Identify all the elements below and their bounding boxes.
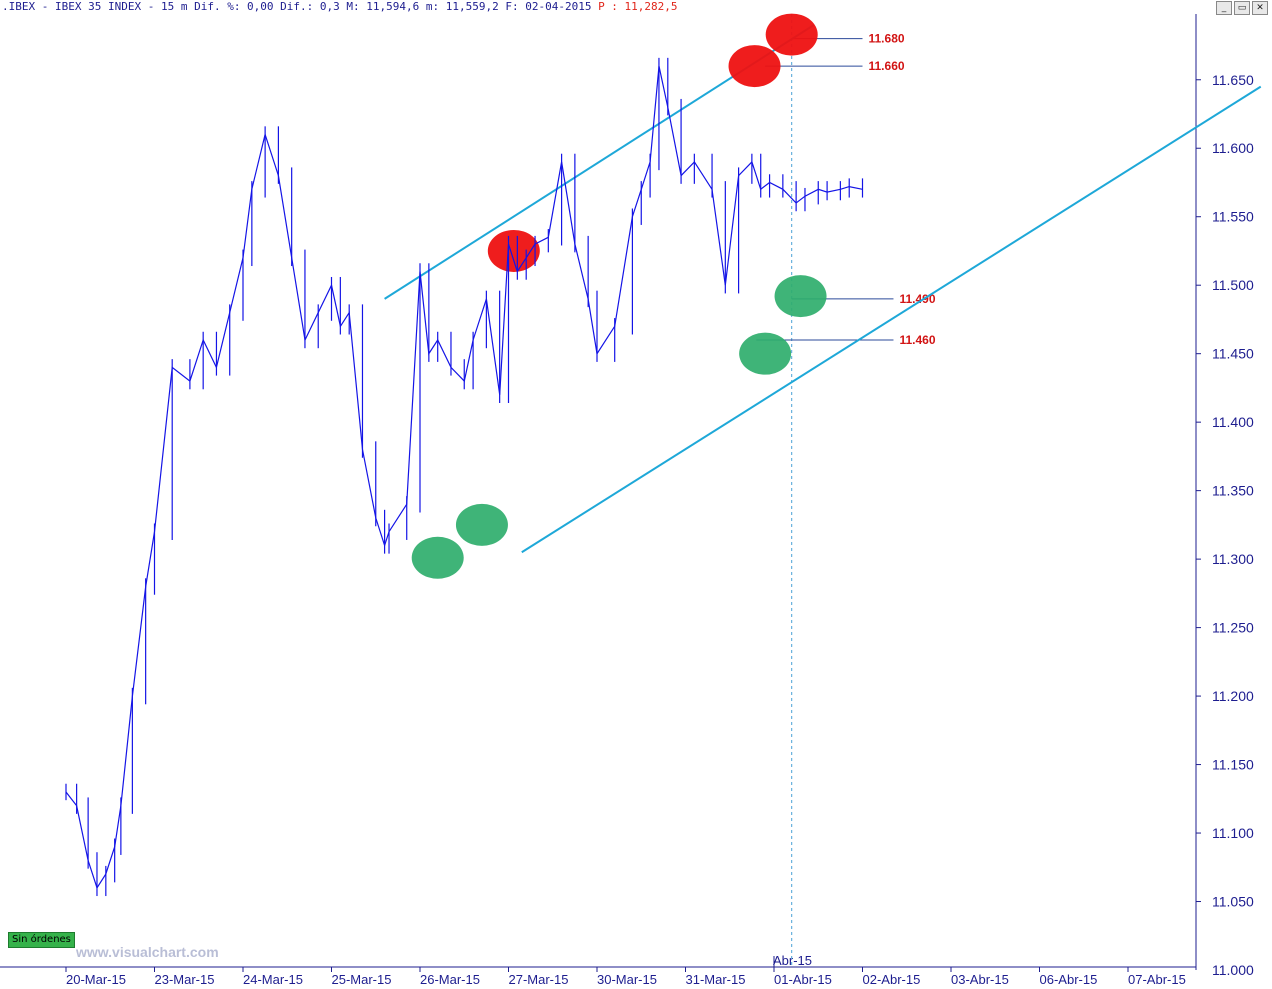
x-tick-label: 31-Mar-15 [686, 972, 746, 987]
x-tick-label: 01-Abr-15 [774, 972, 832, 987]
y-tick-label: 11.200 [1212, 688, 1254, 704]
y-tick-label: 11.100 [1212, 825, 1254, 841]
price-level-label: 11.460 [899, 333, 935, 347]
last-price: P : 11,282,5 [598, 0, 678, 13]
x-tick-label: 03-Abr-15 [951, 972, 1009, 987]
support-marker [455, 503, 508, 546]
quote-info: 15 m Dif. %: 0,00 Dif.: 0,3 M: 11,594,6 … [160, 0, 592, 13]
resistance-marker [487, 229, 540, 272]
y-tick-label: 11.450 [1212, 346, 1254, 362]
y-tick-label: 11.150 [1212, 757, 1254, 773]
x-tick-label: 07-Abr-15 [1128, 972, 1186, 987]
instrument-name: IBEX 35 INDEX [55, 0, 142, 13]
y-tick-label: 11.650 [1212, 72, 1254, 88]
y-tick-label: 11.350 [1212, 483, 1254, 499]
x-tick-label: 06-Abr-15 [1040, 972, 1098, 987]
x-tick-label: 30-Mar-15 [597, 972, 657, 987]
y-tick-label: 11.250 [1212, 620, 1254, 636]
resistance-marker [728, 45, 781, 88]
x-tick-label: 20-Mar-15 [66, 972, 126, 987]
y-tick-label: 11.400 [1212, 414, 1254, 430]
support-marker [774, 275, 827, 318]
y-tick-label: 11.000 [1212, 962, 1254, 978]
x-tick-label: 25-Mar-15 [332, 972, 392, 987]
y-tick-label: 11.500 [1212, 277, 1254, 293]
month-marker-label: Abr-15 [773, 953, 812, 968]
restore-button[interactable]: ▭ [1234, 1, 1250, 15]
y-tick-label: 11.600 [1212, 140, 1254, 156]
symbol: .IBEX [2, 0, 36, 13]
y-tick-label: 11.550 [1212, 209, 1254, 225]
price-level-label: 11.660 [869, 59, 905, 73]
x-tick-label: 26-Mar-15 [420, 972, 480, 987]
price-bars [65, 57, 864, 897]
x-tick-label: 02-Abr-15 [863, 972, 921, 987]
price-series-line [65, 65, 863, 890]
trend-channel-line [521, 85, 1262, 554]
window-controls: _ ▭ ✕ [1216, 1, 1268, 15]
orders-status-badge[interactable]: Sin órdenes [8, 932, 75, 948]
close-button[interactable]: ✕ [1252, 1, 1268, 15]
x-tick-label: 23-Mar-15 [155, 972, 215, 987]
price-level-label: 11.490 [899, 292, 935, 306]
resistance-marker [765, 13, 818, 56]
y-tick-label: 11.300 [1212, 551, 1254, 567]
watermark: www.visualchart.com [76, 944, 219, 960]
support-marker [411, 536, 464, 579]
support-marker [739, 332, 792, 375]
minimize-button[interactable]: _ [1216, 1, 1232, 15]
x-tick-label: 24-Mar-15 [243, 972, 303, 987]
chart-header: .IBEX - IBEX 35 INDEX - 15 m Dif. %: 0,0… [2, 0, 678, 13]
y-tick-label: 11.050 [1212, 894, 1254, 910]
price-level-label: 11.680 [869, 32, 905, 46]
x-tick-label: 27-Mar-15 [509, 972, 569, 987]
